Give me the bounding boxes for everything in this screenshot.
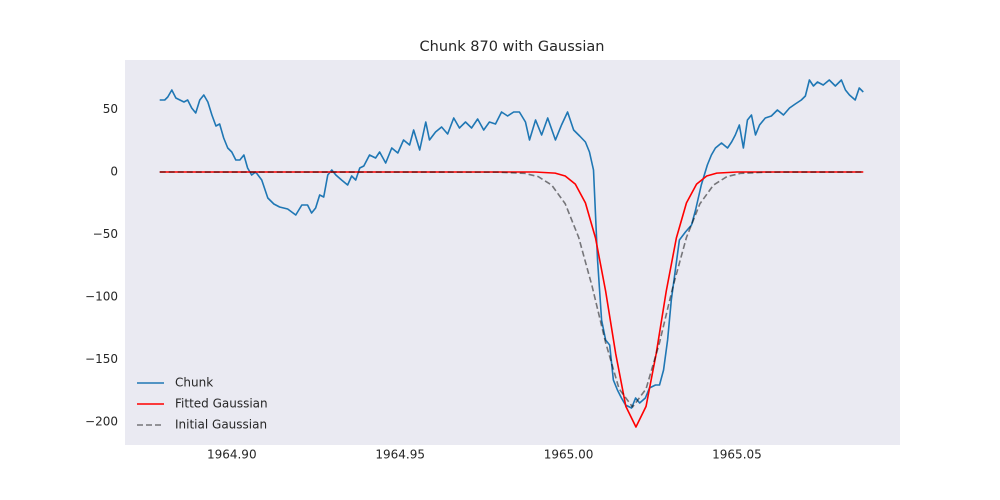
legend-label: Fitted Gaussian [175,397,268,411]
x-tick-label: 1964.95 [375,448,425,462]
x-tick-label: 1965.00 [544,448,594,462]
x-tick-label: 1964.90 [207,448,257,462]
chart-title: Chunk 870 with Gaussian [420,39,605,55]
y-tick-label: 0 [110,165,118,179]
y-tick-label: −200 [85,415,118,429]
y-tick-label: 50 [103,102,118,116]
legend-label: Chunk [175,376,213,390]
plot-area [125,60,900,445]
y-tick-label: −150 [85,352,118,366]
x-tick-label: 1965.05 [712,448,762,462]
series-line [159,79,864,409]
y-tick-label: −50 [93,227,118,241]
series-line [159,171,864,428]
series-line [159,171,864,408]
legend-label: Initial Gaussian [175,418,267,432]
y-tick-label: −100 [85,290,118,304]
